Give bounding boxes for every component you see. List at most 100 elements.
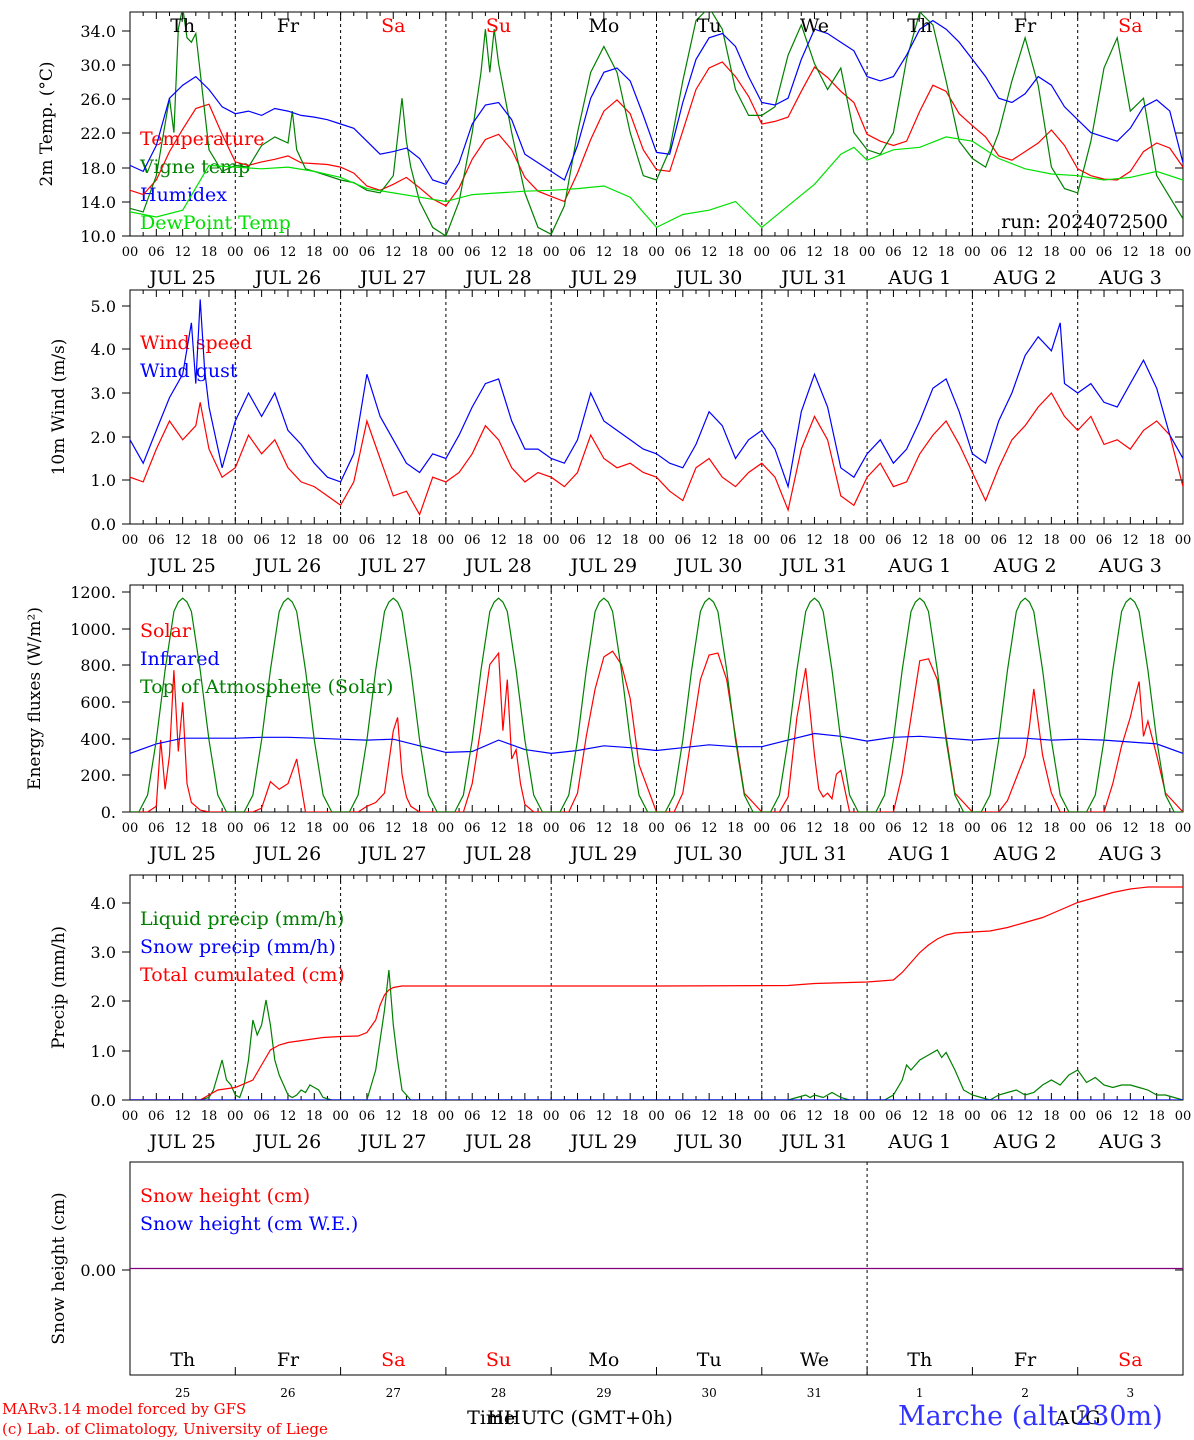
date-label: AUG 2 [993, 843, 1057, 865]
y-tick-label: 4.0 [91, 894, 116, 913]
hour-tick-label: 18 [727, 533, 744, 548]
weekday-label: Tu [697, 15, 722, 37]
hour-tick-label: 12 [1017, 245, 1034, 260]
hour-tick-label: 00 [543, 533, 560, 548]
date-label: JUL 27 [358, 267, 426, 289]
hour-tick-label: 18 [517, 1109, 534, 1124]
weekday-label: We [800, 15, 829, 37]
hour-tick-label: 18 [938, 245, 955, 260]
hour-tick-label: 06 [569, 1109, 586, 1124]
hour-tick-label: 00 [543, 821, 560, 836]
hour-tick-label: 06 [253, 821, 270, 836]
y-tick-label: 1.0 [91, 1042, 116, 1061]
hour-tick-label: 06 [675, 245, 692, 260]
series-infrared [130, 732, 1183, 755]
hour-tick-label: 12 [911, 533, 928, 548]
hour-tick-label: 06 [569, 821, 586, 836]
hour-tick-label: 12 [911, 245, 928, 260]
hour-tick-label: 18 [1043, 245, 1060, 260]
date-label: JUL 30 [674, 555, 742, 577]
hour-tick-label: 12 [701, 821, 718, 836]
weekday-label: Mo [588, 15, 619, 37]
y-tick-label: 1000. [70, 620, 116, 639]
hour-tick-label: 00 [227, 1109, 244, 1124]
hour-tick-label: 06 [148, 1109, 165, 1124]
hour-tick-label: 18 [622, 821, 639, 836]
hour-tick-label: 18 [622, 533, 639, 548]
y-tick-label: 1.0 [91, 471, 116, 490]
x-axis-label: Time UTC (GMT+0h) [467, 1407, 673, 1429]
legend-entry: Snow height (cm) [140, 1185, 310, 1207]
panel-precip: 00 06 12 18 JUL 25 00 06 12 18 JUL 26 00 06 12 18 JUL … [49, 874, 1191, 1153]
hour-tick-label: 00 [859, 533, 876, 548]
hour-tick-label: 18 [622, 245, 639, 260]
hour-tick-label: 06 [464, 821, 481, 836]
hour-tick-label: 12 [385, 821, 402, 836]
y-tick-label: 0.00 [80, 1261, 116, 1280]
hour-tick-label: 12 [701, 533, 718, 548]
hour-tick-label: 00 [964, 1109, 981, 1124]
y-tick-label: 200. [80, 766, 116, 785]
hour-tick-label: 00 [1069, 245, 1086, 260]
hour-tick-label: 00 [332, 821, 349, 836]
station-label: Marche (alt. 230m) [898, 1401, 1163, 1432]
month-label: AUG [1055, 1407, 1101, 1429]
hour-tick-label: 12 [174, 821, 191, 836]
hour-tick-label: 06 [359, 821, 376, 836]
series-group [130, 299, 1183, 517]
hour-tick-label: 06 [885, 245, 902, 260]
hour-tick-label: 00 [122, 821, 139, 836]
legend-entry: Wind gust [140, 360, 238, 382]
weekday-label: Mo [588, 1349, 619, 1371]
hour-tick-label: 06 [464, 1109, 481, 1124]
date-label: JUL 29 [569, 555, 637, 577]
hour-tick-label: 00 [859, 1109, 876, 1124]
hour-tick-label: 00 [332, 245, 349, 260]
hour-tick-label: 00 [122, 533, 139, 548]
hour-tick-label: 12 [385, 533, 402, 548]
date-label: AUG 2 [993, 1131, 1057, 1153]
weekday-label: Tu [697, 1349, 722, 1371]
date-label: JUL 31 [779, 1131, 847, 1153]
hour-tick-label: 06 [569, 245, 586, 260]
date-label: JUL 28 [463, 555, 531, 577]
hour-tick-label: 00 [1175, 821, 1192, 836]
hour-tick-label: 06 [464, 245, 481, 260]
hour-tick-label: 00 [332, 1109, 349, 1124]
legend-entry: Snow precip (mm/h) [140, 936, 336, 958]
date-label: JUL 30 [674, 267, 742, 289]
hour-tick-label: 18 [938, 533, 955, 548]
date-label: AUG 3 [1098, 267, 1162, 289]
hour-tick-label: 12 [280, 533, 297, 548]
hour-tick-label: 06 [359, 533, 376, 548]
hour-tick-label: 18 [938, 821, 955, 836]
date-label: AUG 1 [887, 555, 951, 577]
series-group [130, 597, 1183, 812]
series-solar [130, 650, 1183, 812]
hour-tick-label: 06 [780, 533, 797, 548]
date-label: JUL 27 [358, 555, 426, 577]
y-tick-label: 0.0 [91, 1091, 116, 1110]
y-tick-label: 14.0 [80, 193, 116, 212]
hour-tick-label: 12 [385, 1109, 402, 1124]
day-number-label: 26 [280, 1386, 295, 1400]
weekday-label: Th [907, 1349, 932, 1371]
hour-tick-label: 12 [385, 245, 402, 260]
hour-tick-label: 18 [622, 1109, 639, 1124]
weekday-label: Fr [277, 15, 300, 37]
hour-tick-label: 18 [1148, 821, 1165, 836]
hour-tick-label: 06 [990, 533, 1007, 548]
legend-entry: Solar [140, 620, 192, 642]
hour-tick-label: 00 [648, 533, 665, 548]
legend-entry: Infrared [140, 648, 220, 670]
series-vigne-temp [130, 12, 1183, 236]
weekday-label: Fr [1014, 1349, 1037, 1371]
series-top-of-atmosphere-solar- [130, 597, 1183, 812]
legend-entry: Vigne temp [139, 156, 250, 178]
hour-tick-label: 12 [806, 1109, 823, 1124]
hour-tick-label: 06 [990, 245, 1007, 260]
hour-tick-label: 00 [332, 533, 349, 548]
hour-tick-label: 06 [1096, 533, 1113, 548]
hour-tick-label: 18 [411, 245, 428, 260]
legend-entry: Top of Atmosphere (Solar) [140, 676, 393, 698]
